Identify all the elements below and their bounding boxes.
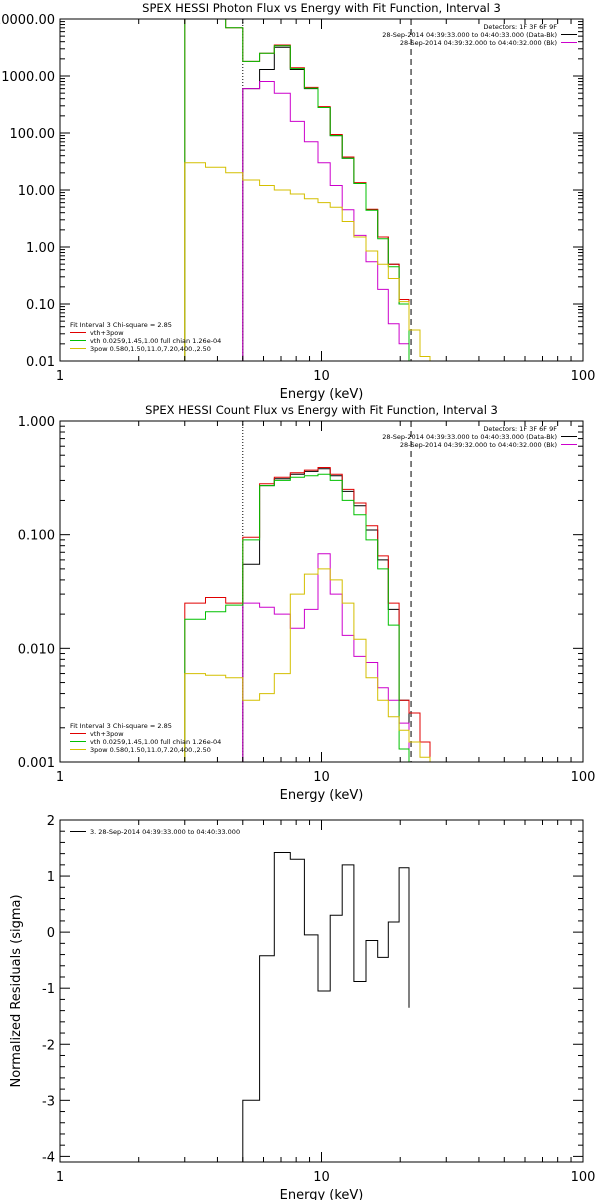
photon-flux-panel: SPEX HESSI Photon Flux vs Energy with Fi… [0,1,595,402]
legend-header: Fit Interval 3 Chi-square = 2.85 [70,321,172,329]
x-tick-label: 100 [571,1170,596,1185]
y-tick-label: -2 [42,1038,55,1053]
x-tick-label: 100 [571,770,596,785]
legend-entry-text: 28-Sep-2014 04:39:32.000 to 04:40:32.000… [400,441,557,449]
y-tick-label: 1.00 [26,241,55,256]
legend-header: Detectors: 1F 3F 6F 9F [483,425,557,433]
y-tick-label: 0.10 [26,298,55,313]
y-tick-label: -4 [42,1150,55,1165]
legend-entry-text: 28-Sep-2014 04:39:32.000 to 04:40:32.000… [400,39,557,47]
series-line-0 [242,46,420,361]
x-tick-label: 1 [56,369,64,384]
y-tick-label: 2 [47,814,55,829]
x-axis-label: Energy (keV) [280,1188,364,1200]
legend-entry-text: 3. 28-Sep-2014 04:39:33.000 to 04:40:33.… [90,828,240,836]
y-tick-label: 1000.00 [1,70,55,85]
series-line-4 [184,568,431,762]
series-group [184,467,431,762]
y-tick-label: 0.01 [26,355,55,370]
series-group [184,19,431,361]
y-tick-label: 10.00 [18,184,55,199]
y-tick-label: 0.010 [18,642,55,657]
y-tick-label: 0.001 [18,756,55,771]
count-flux-panel: SPEX HESSI Count Flux vs Energy with Fit… [18,403,596,803]
x-tick-label: 100 [571,369,596,384]
series-line-0 [242,468,420,762]
legend-entry-text: vth 0.0259,1.45,1.00 full chian 1.26e-04 [90,337,221,345]
y-tick-label: 1.000 [18,415,55,430]
plot-frame [59,18,584,362]
legend-entry-text: vth+3pow [90,329,124,337]
series-line-2 [184,19,431,361]
plot-frame [59,420,584,763]
chart-title: SPEX HESSI Photon Flux vs Energy with Fi… [142,1,501,15]
series-line-3 [184,473,420,762]
legend-entry-text: vth+3pow [90,730,124,738]
series-line-1 [242,81,420,361]
y-axis-label: Normalized Residuals (sigma) [9,894,24,1087]
legend-entry-text: 28-Sep-2014 04:39:33.000 to 04:40:33.000… [382,433,557,441]
x-tick-label: 10 [313,1170,330,1185]
x-tick-label: 10 [313,369,330,384]
legend-entry-text: 3pow 0.580,1.50,11.0,7.20,400.,2.50 [90,746,211,754]
series-line-2 [184,467,431,762]
legend-entry-text: 3pow 0.580,1.50,11.0,7.20,400.,2.50 [90,345,211,353]
x-tick-label: 1 [56,1170,64,1185]
legend-entry-text: 28-Sep-2014 04:39:33.000 to 04:40:33.000… [382,31,557,39]
y-tick-label: 0.100 [18,529,55,544]
series-line-3 [184,19,420,361]
legend-header: Fit Interval 3 Chi-square = 2.85 [70,722,172,730]
x-axis-label: Energy (keV) [280,387,364,402]
legend-entry-text: vth 0.0259,1.45,1.00 full chian 1.26e-04 [90,738,221,746]
x-tick-label: 1 [56,770,64,785]
series-line-0 [242,852,410,1162]
y-tick-label: 10000.00 [0,13,55,28]
y-tick-label: -3 [42,1094,55,1109]
series-line-4 [184,162,431,361]
series-line-1 [242,553,420,762]
x-tick-label: 10 [313,770,330,785]
x-axis-label: Energy (keV) [280,788,364,803]
y-tick-label: 0 [47,926,55,941]
chart-title: SPEX HESSI Count Flux vs Energy with Fit… [145,403,498,417]
series-group [242,852,410,1162]
y-tick-label: -1 [42,982,55,997]
legend-header: Detectors: 1F 3F 6F 9F [483,23,557,31]
y-tick-label: 1 [47,870,55,885]
y-tick-label: 100.00 [10,127,56,142]
